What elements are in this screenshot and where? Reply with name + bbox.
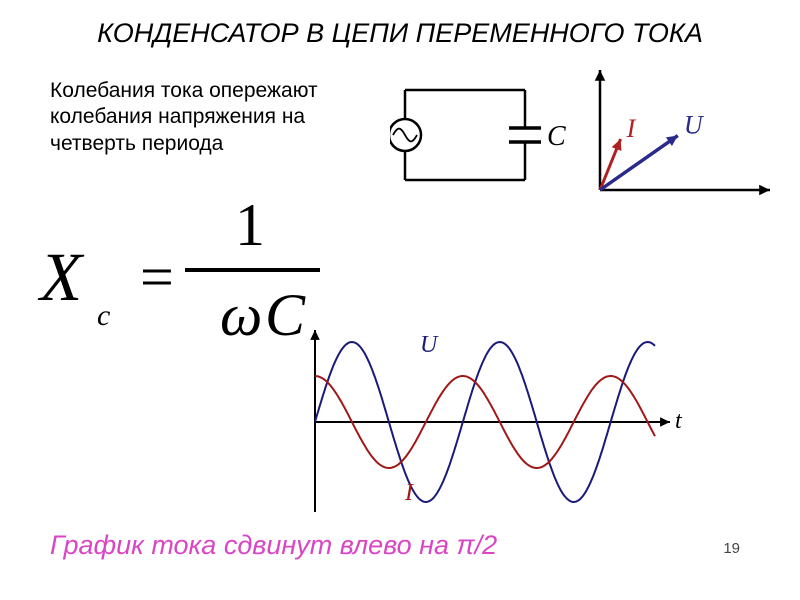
svg-text:ω: ω xyxy=(220,282,262,348)
slide-title: КОНДЕНСАТОР В ЦЕПИ ПЕРЕМЕННОГО ТОКА xyxy=(0,18,800,49)
circuit-diagram: C xyxy=(390,70,570,210)
svg-text:1: 1 xyxy=(235,192,265,258)
svg-text:U: U xyxy=(684,111,705,140)
svg-text:=: = xyxy=(140,244,174,310)
svg-text:X: X xyxy=(37,239,85,315)
svg-text:U: U xyxy=(420,332,439,358)
page-number: 19 xyxy=(723,540,740,557)
waveform-chart: t U I xyxy=(295,320,695,525)
caption-text: График тока сдвинут влево на π/2 xyxy=(50,530,497,561)
phasor-diagram: IU xyxy=(580,60,780,220)
svg-text:I: I xyxy=(404,480,414,506)
svg-text:I: I xyxy=(626,114,637,143)
svg-text:C: C xyxy=(547,121,566,152)
description-text: Колебания тока опережают колебания напря… xyxy=(50,78,380,157)
svg-text:t: t xyxy=(675,408,683,434)
svg-text:c: c xyxy=(97,299,110,332)
